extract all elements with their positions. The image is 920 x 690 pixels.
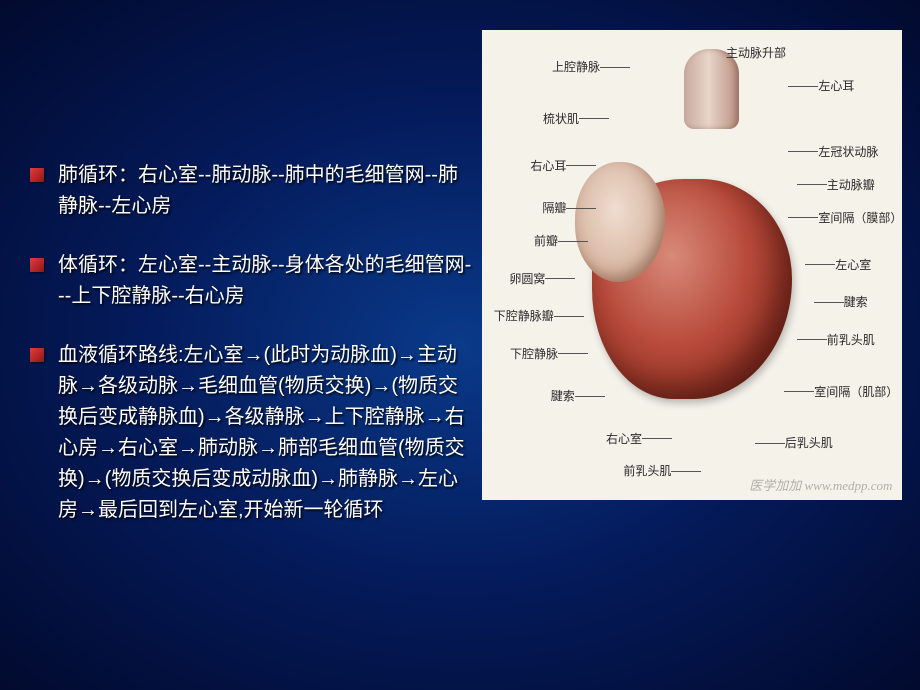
figure-watermark: 医学加加 www.medpp.com (749, 475, 892, 494)
anatomy-label: 右心室 (606, 430, 642, 447)
anatomy-label: 下腔静脉瓣 (494, 307, 554, 324)
anatomy-label: 主动脉升部 (726, 44, 786, 61)
anatomy-label: 室间隔（膜部） (818, 209, 902, 226)
bullet-marker-icon (30, 258, 44, 272)
anatomy-label: 左心室 (835, 256, 871, 273)
bullet-marker-icon (30, 168, 44, 182)
anatomy-label: 室间隔（肌部） (814, 383, 898, 400)
anatomy-label: 腱索 (551, 387, 575, 404)
anatomy-label: 腱索 (844, 293, 868, 310)
anatomy-label: 主动脉瓣 (827, 176, 875, 193)
anatomy-label: 隔瓣 (542, 199, 566, 216)
bullet-text: 肺循环：右心室--肺动脉--肺中的毛细管网--肺静脉--左心房 (58, 160, 472, 222)
heart-diagram: 上腔静脉 梳状肌 右心耳 隔瓣 前瓣 卵圆窝 下腔静脉瓣 下腔静脉 腱索 右心室… (482, 30, 902, 500)
bullet-marker-icon (30, 348, 44, 362)
bullet-item: 肺循环：右心室--肺动脉--肺中的毛细管网--肺静脉--左心房 (30, 160, 472, 222)
anatomy-label: 左心耳 (818, 77, 854, 94)
bullet-item: 体循环：左心室--主动脉--身体各处的毛细管网---上下腔静脉--右心房 (30, 250, 472, 312)
anatomy-label: 梳状肌 (543, 110, 579, 127)
bullet-text: 体循环：左心室--主动脉--身体各处的毛细管网---上下腔静脉--右心房 (58, 250, 472, 312)
anatomy-label: 前乳头肌 (827, 331, 875, 348)
bullet-text: 血液循环路线:左心室→(此时为动脉血)→主动脉→各级动脉→毛细血管(物质交换)→… (58, 340, 472, 526)
anatomy-label: 前乳头肌 (623, 462, 671, 479)
anatomy-label: 右心耳 (530, 157, 566, 174)
anatomy-label: 后乳头肌 (785, 434, 833, 451)
figure-column: 上腔静脉 梳状肌 右心耳 隔瓣 前瓣 卵圆窝 下腔静脉瓣 下腔静脉 腱索 右心室… (482, 30, 902, 660)
anatomy-label: 左冠状动脉 (818, 143, 878, 160)
anatomy-label: 上腔静脉 (552, 58, 600, 75)
text-column: 肺循环：右心室--肺动脉--肺中的毛细管网--肺静脉--左心房 体循环：左心室-… (30, 30, 482, 660)
slide-root: 肺循环：右心室--肺动脉--肺中的毛细管网--肺静脉--左心房 体循环：左心室-… (0, 0, 920, 690)
anatomy-label: 下腔静脉 (510, 345, 558, 362)
anatomy-label: 前瓣 (534, 232, 558, 249)
anatomy-label: 卵圆窝 (509, 270, 545, 287)
bullet-item: 血液循环路线:左心室→(此时为动脉血)→主动脉→各级动脉→毛细血管(物质交换)→… (30, 340, 472, 526)
